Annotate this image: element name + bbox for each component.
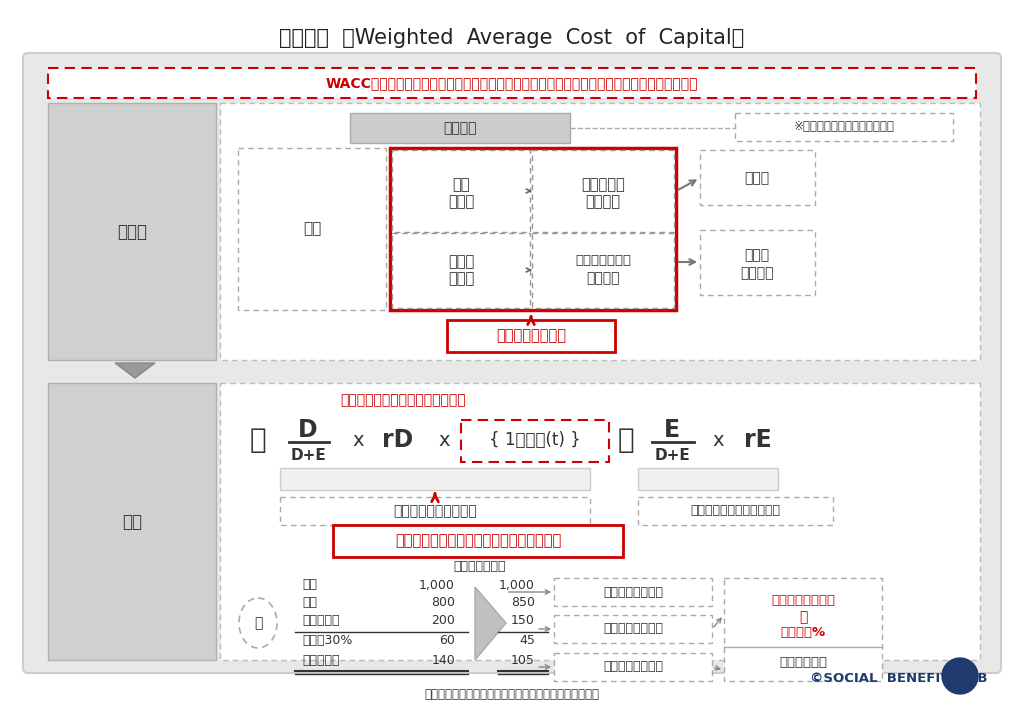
Polygon shape <box>115 363 155 378</box>
Text: ※負債コストｒＤ：借入金利等: ※負債コストｒＤ：借入金利等 <box>794 121 894 133</box>
Bar <box>700 230 815 295</box>
Text: （Ｅ）: （Ｅ） <box>447 272 474 286</box>
Text: この画像を改変、転載する場合はお問い合わせください: この画像を改変、転載する場合はお問い合わせください <box>425 688 599 701</box>
Text: 60: 60 <box>439 635 455 647</box>
Text: 負債コスト部分の計算: 負債コスト部分の計算 <box>393 504 477 518</box>
Bar <box>554 615 712 643</box>
Bar <box>238 148 386 310</box>
Bar <box>554 578 712 606</box>
Text: 利益減少「３５」: 利益減少「３５」 <box>603 661 663 674</box>
Text: 105: 105 <box>511 654 535 667</box>
Text: 費用計上「５０」: 費用計上「５０」 <box>603 586 663 598</box>
Text: x: x <box>713 430 724 450</box>
Text: 税率３０%: 税率３０% <box>780 625 825 639</box>
Text: 1,000: 1,000 <box>499 579 535 591</box>
Text: 150: 150 <box>511 615 535 627</box>
Text: 45: 45 <box>519 635 535 647</box>
Bar <box>392 150 530 232</box>
Text: ＷＡＣＣで求める: ＷＡＣＣで求める <box>496 328 566 343</box>
Circle shape <box>942 658 978 694</box>
Text: 企業活動: 企業活動 <box>443 121 477 135</box>
Bar <box>638 468 778 490</box>
Text: 株主資本コスト: 株主資本コスト <box>575 254 631 267</box>
Text: D+E: D+E <box>655 449 691 464</box>
Bar <box>554 653 712 681</box>
Text: （Ｄ）: （Ｄ） <box>447 194 474 209</box>
Bar <box>724 578 882 681</box>
Bar <box>447 320 615 352</box>
Text: 増加「１５」: 増加「１５」 <box>779 656 827 669</box>
Text: 200: 200 <box>431 615 455 627</box>
Text: 800: 800 <box>431 596 455 610</box>
Bar <box>532 233 674 308</box>
Text: E: E <box>664 418 680 442</box>
Bar <box>390 148 676 310</box>
Bar <box>638 497 833 525</box>
Bar <box>220 383 980 660</box>
Text: rE: rE <box>744 428 772 452</box>
Bar <box>532 150 674 232</box>
Text: D: D <box>298 418 317 442</box>
Text: ＷＡＣＣ（加重平均資本コスト）: ＷＡＣＣ（加重平均資本コスト） <box>340 393 466 407</box>
Text: 負債コスト: 負債コスト <box>582 177 625 193</box>
Text: rD: rD <box>382 428 414 452</box>
Bar <box>350 113 570 143</box>
Bar <box>392 233 530 308</box>
Text: （株主）: （株主） <box>740 266 774 280</box>
Text: 全体図: 全体図 <box>117 223 147 241</box>
Bar <box>700 150 815 205</box>
Text: （ｒＥ）: （ｒＥ） <box>587 271 620 285</box>
Text: 税引後利益: 税引後利益 <box>302 654 340 667</box>
Text: 850: 850 <box>511 596 535 610</box>
Bar <box>48 383 216 660</box>
Text: 140: 140 <box>431 654 455 667</box>
Text: （単位：千円）: （単位：千円） <box>454 561 506 574</box>
Text: 利益減少「５０」: 利益減少「５０」 <box>603 623 663 635</box>
Text: D+E: D+E <box>290 449 326 464</box>
Text: ＷＡＣＣ  （Weighted  Average  Cost  of  Capital）: ＷＡＣＣ （Weighted Average Cost of Capital） <box>280 28 744 48</box>
Text: 例: 例 <box>254 616 262 630</box>
Text: 算式: 算式 <box>122 513 142 531</box>
Text: 株主資本コスト部分の計算: 株主資本コスト部分の計算 <box>690 505 780 518</box>
Bar <box>48 68 976 98</box>
Text: 投資家: 投資家 <box>744 248 770 262</box>
Text: （ｒＤ）: （ｒＤ） <box>586 194 621 209</box>
Bar <box>735 113 953 141</box>
Text: 銀行等: 銀行等 <box>744 171 770 185</box>
Text: 費用: 費用 <box>302 596 317 610</box>
Text: 運用: 運用 <box>303 221 322 237</box>
Text: 費用計上「５０」: 費用計上「５０」 <box>771 593 835 606</box>
Text: 負債: 負債 <box>453 177 470 193</box>
Text: { 1－税率(t) }: { 1－税率(t) } <box>489 431 581 449</box>
Bar <box>461 420 609 462</box>
Bar <box>48 103 216 360</box>
Text: 収益: 収益 <box>302 579 317 591</box>
Bar <box>280 497 590 525</box>
Text: 税引前利益: 税引前利益 <box>302 615 340 627</box>
Bar <box>333 525 623 557</box>
Text: ｘ: ｘ <box>799 610 807 624</box>
Text: 純資本: 純資本 <box>447 255 474 269</box>
Text: ©SOCIAL  BENEFIT  LAB: ©SOCIAL BENEFIT LAB <box>810 671 987 684</box>
Text: ＝: ＝ <box>250 426 266 454</box>
Text: 税金　30%: 税金 30% <box>302 635 352 647</box>
Bar <box>220 103 980 360</box>
Text: WACCは、「負債コスト」と「株主資本コスト」を加重平均して求める資本コストの計算方法: WACCは、「負債コスト」と「株主資本コスト」を加重平均して求める資本コストの計… <box>326 76 698 90</box>
Text: x: x <box>438 430 450 450</box>
FancyBboxPatch shape <box>23 53 1001 673</box>
Text: x: x <box>352 430 364 450</box>
Text: 節税効果（タックスシールド）を考慮する: 節税効果（タックスシールド）を考慮する <box>395 533 561 549</box>
Polygon shape <box>475 587 506 660</box>
Text: 1,000: 1,000 <box>419 579 455 591</box>
Text: ＋: ＋ <box>617 426 634 454</box>
Bar <box>280 468 590 490</box>
